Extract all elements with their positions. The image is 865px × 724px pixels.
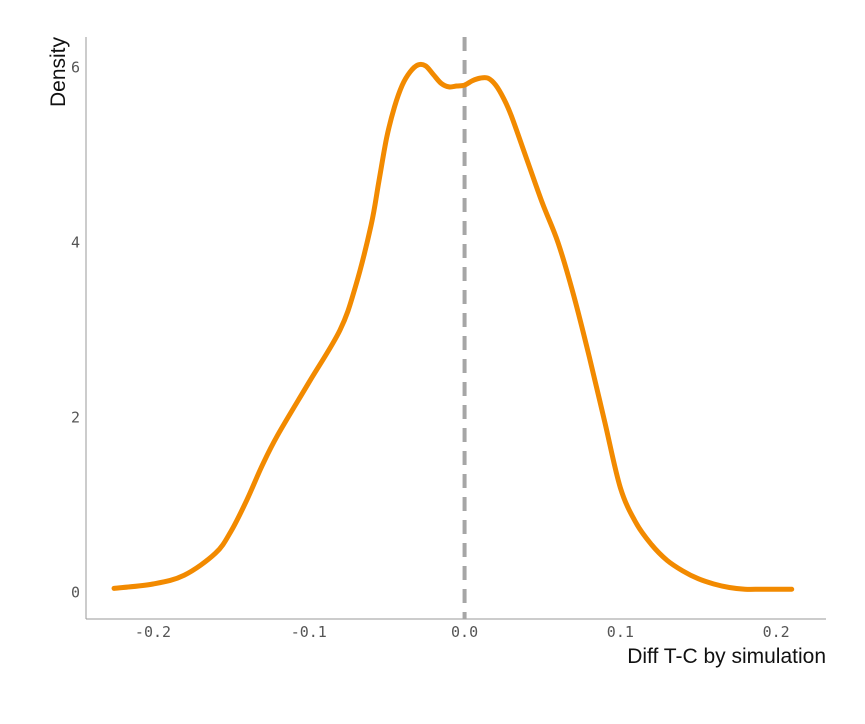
y-tick-label: 2 — [71, 409, 80, 427]
series-group — [111, 61, 795, 592]
x-tick-label: 0.1 — [607, 623, 634, 641]
tick-labels: -0.2 -0.1 0.0 0.1 0.2 0 2 4 6 — [71, 59, 790, 641]
y-tick-label: 4 — [71, 234, 80, 252]
axes — [85, 37, 826, 620]
y-axis-title: Density — [47, 37, 70, 108]
x-tick-label: 0.2 — [763, 623, 790, 641]
x-tick-label: 0.0 — [451, 623, 478, 641]
x-tick-label: -0.1 — [291, 623, 327, 641]
y-tick-label: 0 — [71, 584, 80, 602]
y-tick-label: 6 — [71, 59, 80, 77]
density-curve — [111, 61, 795, 592]
x-tick-label: -0.2 — [135, 623, 171, 641]
x-axis-title: Diff T-C by simulation — [627, 645, 826, 668]
